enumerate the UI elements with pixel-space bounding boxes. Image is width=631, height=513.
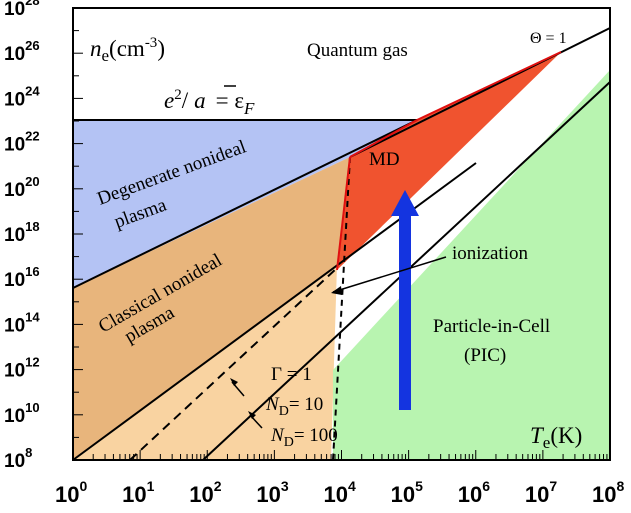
pic-label-line1: Particle-in-Cell <box>433 316 550 337</box>
x-tick-label: 107 <box>525 478 557 507</box>
y-tick-label: 1026 <box>4 38 40 65</box>
theta-one-line <box>349 27 611 158</box>
fermi-energy-label: e2/a = εF <box>164 87 255 118</box>
y-tick-label: 1028 <box>4 0 40 20</box>
x-tick-label: 104 <box>324 478 356 507</box>
x-tick-label: 101 <box>122 478 154 507</box>
y-tick-label: 1012 <box>4 355 40 382</box>
nd10-label: ND= 10 <box>265 394 323 419</box>
md-red-right-edge <box>416 51 562 121</box>
ionization-label: ionization <box>452 243 528 264</box>
x-tick-label: 103 <box>256 478 288 507</box>
ionization-pointer-head <box>331 286 342 295</box>
nd100-label: ND= 100 <box>270 425 338 450</box>
x-tick-label: 105 <box>391 478 423 507</box>
gamma-label: Γ = 1 <box>271 364 312 385</box>
heating-arrow <box>391 190 419 410</box>
x-tick-label: 106 <box>458 478 490 507</box>
gamma-pointer-1-head <box>230 378 238 386</box>
y-tick-label: 108 <box>4 445 32 472</box>
y-minor-ticks <box>73 7 83 461</box>
degenerate-boundary-line <box>72 119 418 289</box>
pic-label-line2: (PIC) <box>464 345 506 366</box>
y-tick-label: 1018 <box>4 219 40 246</box>
x-axis-tick-labels: 100 101 102 103 104 105 106 107 108 <box>55 478 624 507</box>
x-tick-label: 102 <box>189 478 221 507</box>
x-tick-label: 108 <box>592 478 624 507</box>
y-axis-label: ne(cm-3) <box>90 35 165 65</box>
x-tick-label: 100 <box>55 478 87 507</box>
classical-nonideal-plasma-region <box>73 157 350 460</box>
nd10-line <box>129 267 338 461</box>
y-axis-tick-labels: 108 1010 1012 1014 1016 1018 1020 1022 1024 1026 1… <box>4 0 40 472</box>
y-tick-label: 1014 <box>4 309 40 336</box>
y-tick-label: 1016 <box>4 264 40 291</box>
md-red-top-edge <box>349 119 418 158</box>
md-label: MD <box>369 149 400 170</box>
quantum-gas-label: Quantum gas <box>307 40 408 61</box>
y-tick-label: 1020 <box>4 174 40 201</box>
gamma-pointer-2-head <box>248 411 256 419</box>
y-tick-label: 1022 <box>4 129 40 156</box>
x-axis-label: Te(K) <box>530 423 582 452</box>
theta-label: Θ = 1 <box>530 30 567 47</box>
y-tick-label: 1010 <box>4 400 40 427</box>
y-tick-label: 1024 <box>4 83 40 110</box>
md-red-edge <box>336 156 351 271</box>
ionization-pointer-line <box>332 256 447 293</box>
x-minor-ticks <box>72 450 608 460</box>
